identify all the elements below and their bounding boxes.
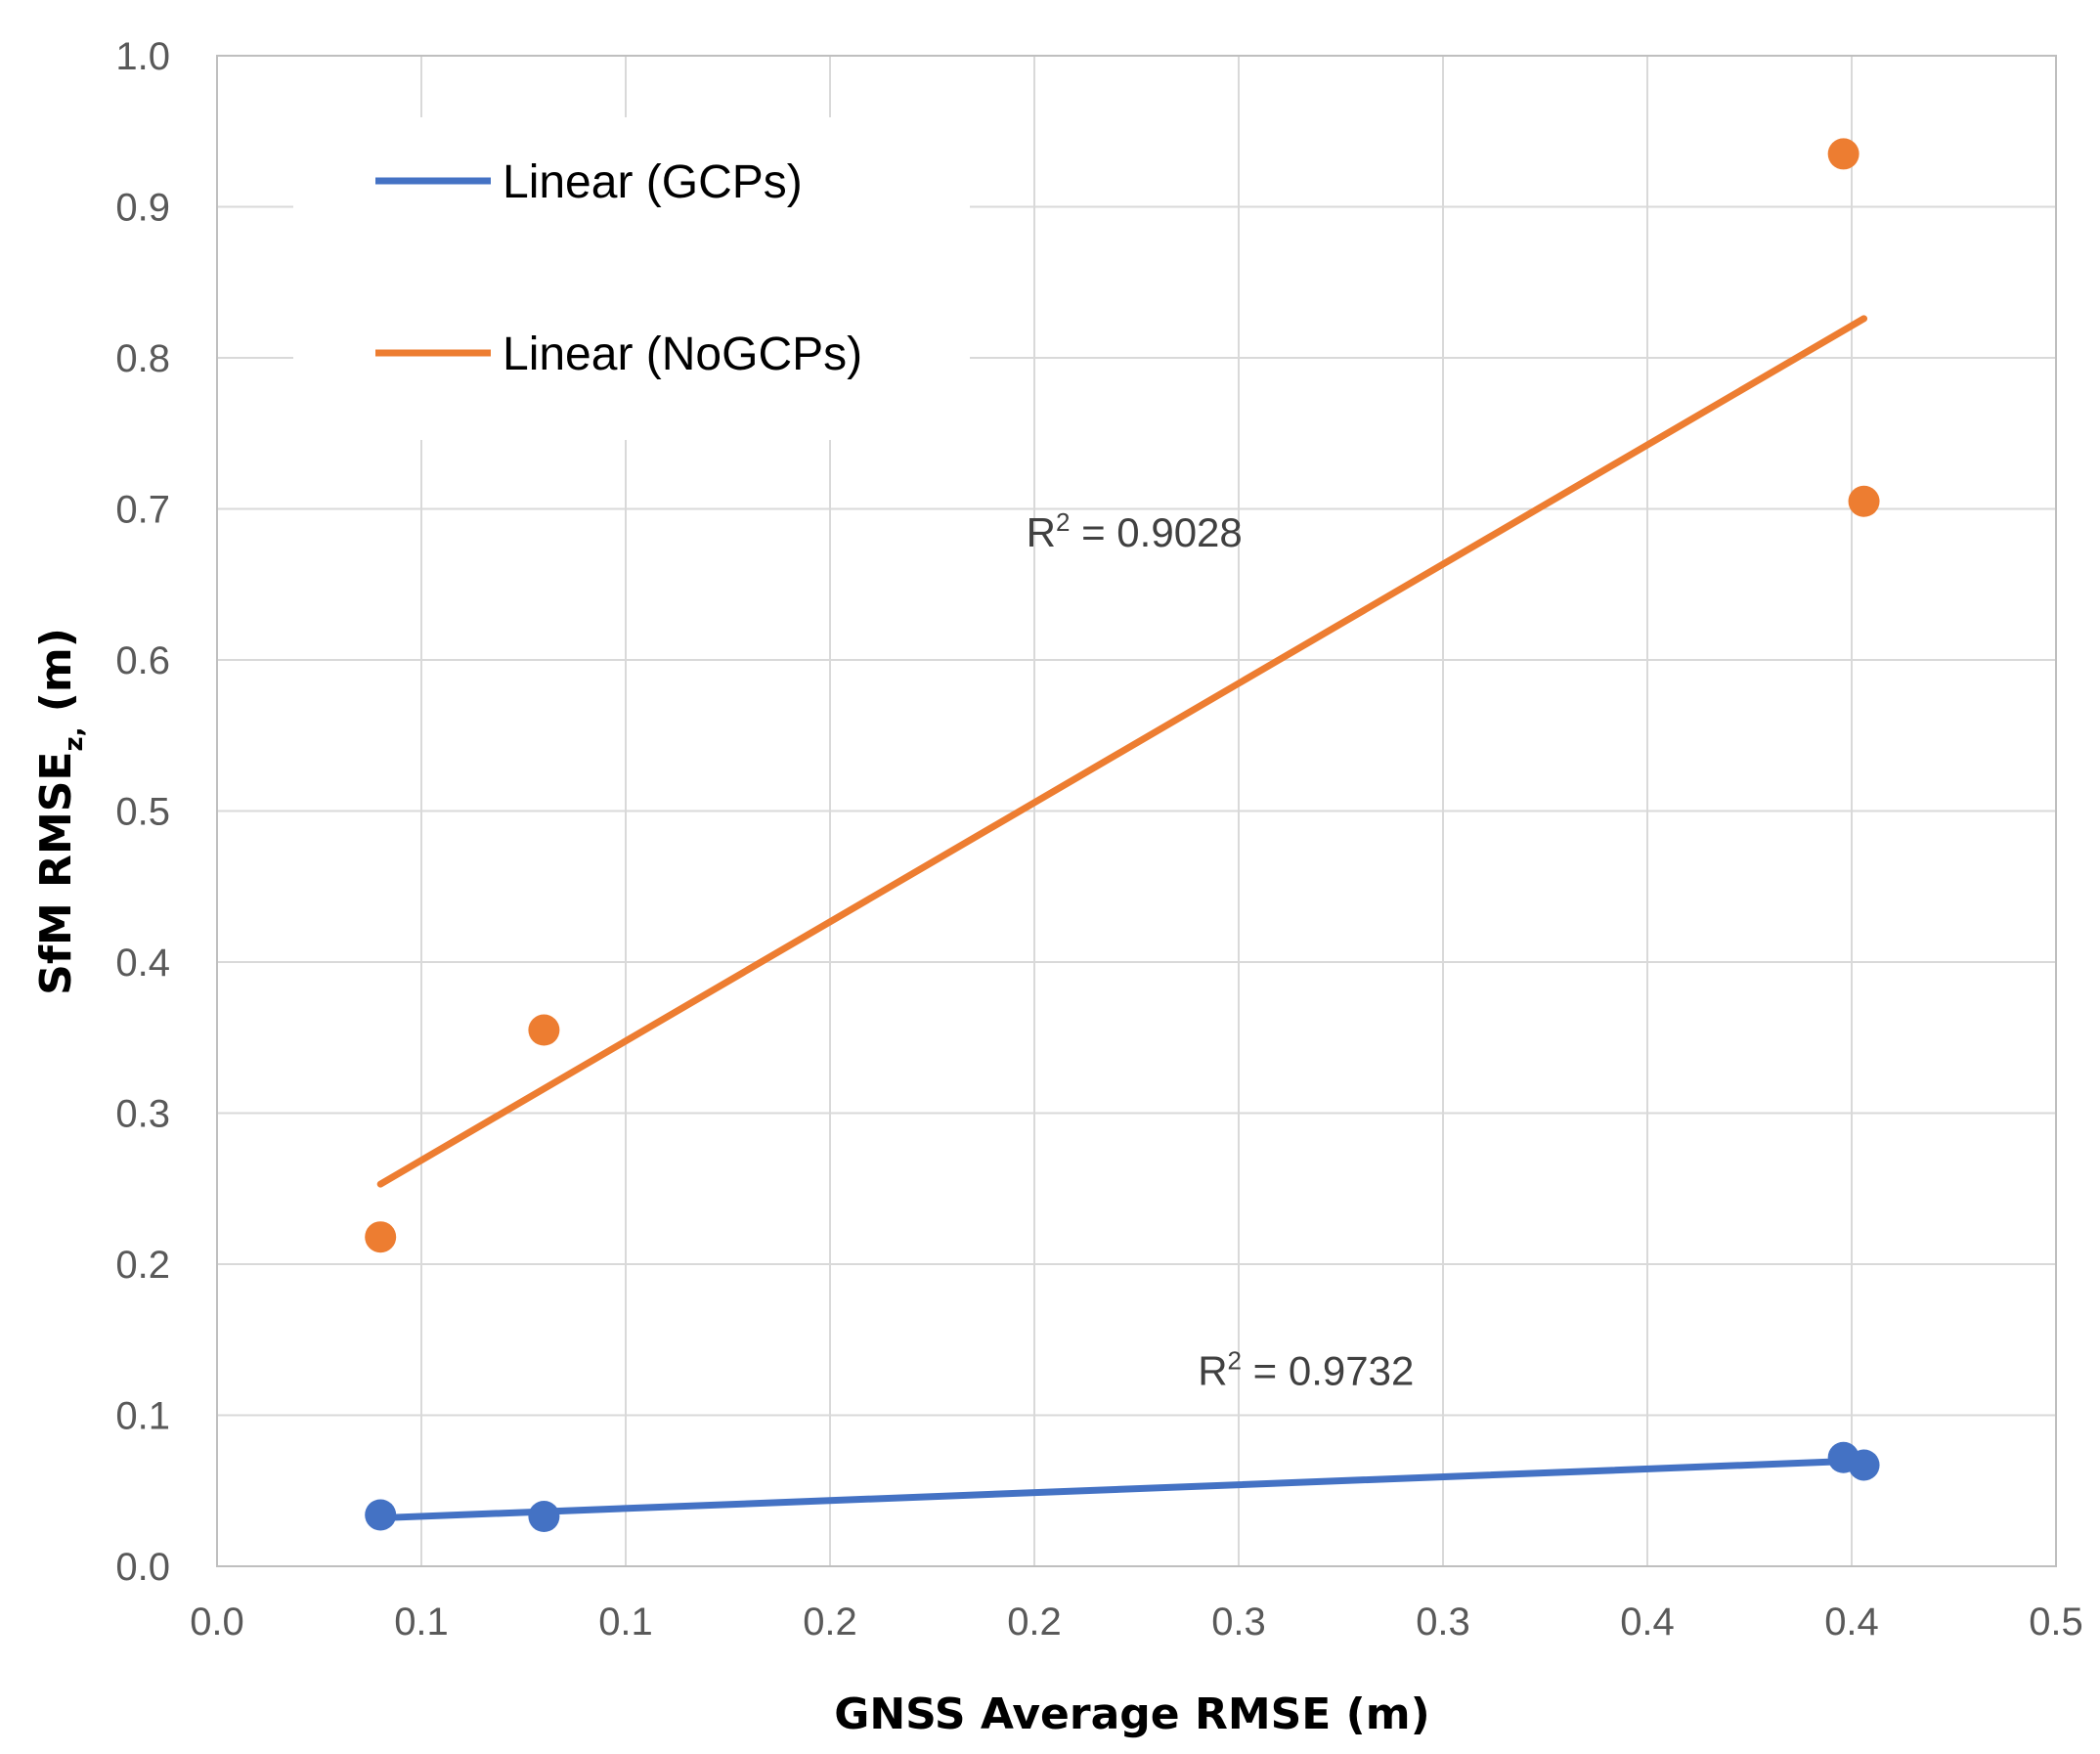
x-tick-label: 0.4 (1620, 1601, 1675, 1644)
y-tick-label: 0.0 (115, 1546, 170, 1589)
x-tick-label: 0.0 (190, 1601, 244, 1644)
legend: Linear (GCPs) Linear (NoGCPs) (293, 117, 970, 440)
gcps-point (528, 1501, 560, 1533)
y-tick-label: 0.4 (115, 942, 170, 985)
annotations: R2 = 0.9732 R2 = 0.9028 (1027, 507, 1415, 1393)
y-tick-label: 0.6 (115, 639, 170, 682)
gcps-trendline (376, 1457, 1868, 1522)
trendlines (376, 315, 1868, 1522)
y-tick-label: 0.8 (115, 337, 170, 380)
gcps-point (1848, 1449, 1880, 1481)
nogcps-point (1827, 138, 1859, 170)
data-points (365, 138, 1880, 1533)
y-tick-label: 0.5 (115, 791, 170, 834)
x-tick-label: 0.3 (1211, 1601, 1266, 1644)
nogcps-legend-label: Linear (NoGCPs) (503, 329, 862, 380)
x-tick-label: 0.3 (1416, 1601, 1470, 1644)
gcps-r2-label: R2 = 0.9732 (1198, 1346, 1414, 1394)
x-tick-label: 0.1 (598, 1601, 653, 1644)
nogcps-point (528, 1014, 560, 1046)
y-tick-label: 0.7 (115, 489, 170, 532)
gcps-legend-label: Linear (GCPs) (503, 156, 803, 208)
x-tick-label: 0.4 (1824, 1601, 1879, 1644)
y-tick-label: 1.0 (115, 35, 170, 78)
axes: 0.0 0.1 0.1 0.2 0.2 0.3 0.3 0.4 0.4 0.5 0.0 0.1 0.2 0… (115, 35, 2082, 1644)
y-tick-label: 0.1 (115, 1395, 170, 1438)
x-tick-label: 0.1 (394, 1601, 449, 1644)
nogcps-r2-label: R2 = 0.9028 (1027, 507, 1243, 555)
x-tick-label: 0.2 (803, 1601, 857, 1644)
legend-background (293, 117, 970, 440)
y-tick-label: 0.2 (115, 1244, 170, 1287)
x-tick-label: 0.2 (1007, 1601, 1062, 1644)
plot-frame (216, 55, 2057, 1567)
x-tick-label: 0.5 (2029, 1601, 2083, 1644)
gcps-point (365, 1499, 397, 1531)
y-axis-title: SfM RMSEz, (m) (31, 628, 89, 995)
nogcps-point (365, 1221, 397, 1253)
nogcps-trendline (376, 315, 1868, 1188)
nogcps-point (1848, 485, 1880, 517)
y-tick-label: 0.3 (115, 1093, 170, 1136)
y-tick-label: 0.9 (115, 187, 170, 230)
x-axis-title: GNSS Average RMSE (m) (834, 1689, 1430, 1739)
